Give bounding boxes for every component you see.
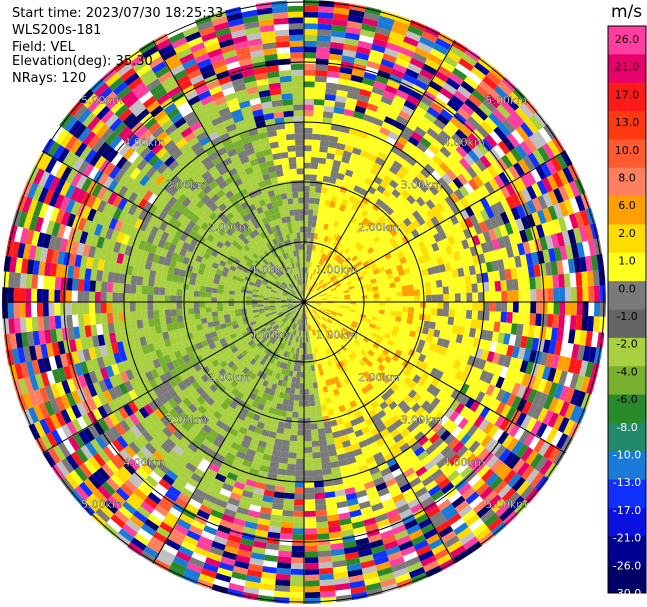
colorbar-swatch [608,337,646,367]
range-ring-label: 1.00km [251,264,293,277]
colorbar-tick-label: -26.0 [613,559,641,572]
range-ring-label: 2.00km [208,221,250,234]
azimuth-spoke [303,150,566,303]
colorbar-unit: m/s [611,2,643,22]
colorbar-tick-label: -13.0 [613,476,641,489]
colorbar-swatch [608,422,646,452]
colorbar-tick-label: -8.0 [616,421,637,434]
ppi-plot: 1.00km 2.00km 3.00km 4.00km 5.00km 1.00km 2.00… [1,0,606,605]
colorbar-swatch [608,54,646,84]
range-ring-label: 1.00km [316,329,358,342]
colorbar-tick-label: -30.0 [613,587,641,600]
range-ring-label: 4.00km [443,456,485,469]
colorbar-swatch [608,82,646,112]
colorbar-swatch [608,394,646,424]
colorbar-swatch [608,536,646,566]
azimuth-spoke [303,301,456,564]
colorbar-swatch [608,26,646,55]
colorbar-swatch [608,309,646,339]
range-ring-label: 4.00km [123,456,165,469]
elevation-label: Elevation(deg): 35.30 [12,54,153,69]
colorbar-tick-label: -21.0 [613,532,641,545]
colorbar-tick-label: 2.0 [618,227,636,240]
colorbar-tick-label: 1.0 [618,255,636,268]
colorbar-swatch [608,281,646,310]
range-ring-label: 2.00km [208,371,250,384]
azimuth-spoke [152,40,305,303]
range-ring-label: 1.00km [251,329,293,342]
instrument-label: WLS200s-181 [12,23,102,38]
colorbar-swatch [608,479,646,509]
colorbar-swatch [608,224,646,254]
colorbar-tick-label: 8.0 [618,172,636,185]
colorbar-tick-label: 17.0 [615,88,640,101]
colorbar-tick-label: 0.0 [618,282,636,295]
azimuth-spoke [152,301,305,564]
azimuth-spoke [303,40,456,303]
colorbar-tick-label: -17.0 [613,504,641,517]
colorbar: 26.0 21.0 17.0 13.0 10.0 8.0 6.0 2.0 1.0 0.0 -1.0 -… [607,25,647,600]
range-ring-label: 3.00km [401,179,443,192]
colorbar-tick-label: 6.0 [618,199,636,212]
colorbar-swatch [608,507,646,537]
colorbar-swatch [608,139,646,169]
start-time-label: Start time: 2023/07/30 18:25:33 [12,6,224,21]
range-ring-label: 3.00km [401,413,443,426]
colorbar-swatch [608,451,646,481]
range-ring-label: 5.00km [485,498,527,511]
colorbar-swatch [608,252,646,282]
colorbar-swatch [608,564,646,594]
range-ring-label: 3.00km [166,413,208,426]
range-ring-label: 4.00km [443,136,485,149]
colorbar-swatch [608,167,646,197]
range-ring-label: 2.00km [358,371,400,384]
range-ring-label: 1.00km [316,264,358,277]
azimuth-spoke [303,301,566,454]
range-ring-label: 5.00km [81,498,123,511]
azimuth-spoke [42,150,305,303]
colorbar-tick-label: 10.0 [615,144,640,157]
azimuth-spoke [42,301,305,454]
colorbar-tick-label: -4.0 [616,365,637,378]
colorbar-tick-label: 26.0 [615,33,640,46]
colorbar-tick-label: -1.0 [616,310,637,323]
range-ring-label: 4.00km [123,136,165,149]
range-ring-label: 3.00km [166,179,208,192]
colorbar-swatch [608,111,646,140]
colorbar-tick-label: -2.0 [616,338,637,351]
colorbar-tick-label: -10.0 [613,449,641,462]
range-ring-label: 5.00km [81,94,123,107]
velocity-gates [1,0,606,605]
field-label: Field: VEL [12,40,75,55]
colorbar-tick-label: 13.0 [615,116,640,129]
nrays-label: NRays: 120 [12,71,87,86]
range-ring-label: 2.00km [358,221,400,234]
colorbar-tick-label: 21.0 [615,61,640,74]
colorbar-swatch [608,196,646,225]
colorbar-tick-label: -6.0 [616,393,637,406]
range-ring-label: 5.00km [485,94,527,107]
colorbar-swatch [608,366,646,396]
